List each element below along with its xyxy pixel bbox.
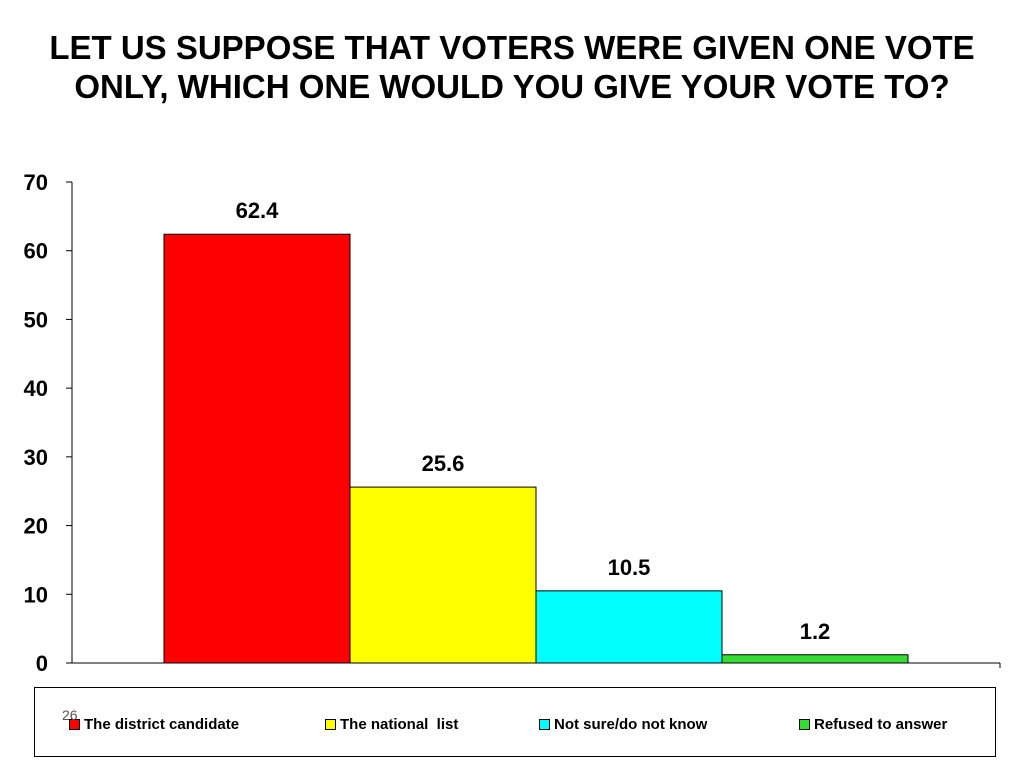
y-tick-label: 70 <box>24 170 48 195</box>
legend-item-4: Refused to answer <box>799 716 947 733</box>
y-axis: 0 10 20 30 40 50 60 70 <box>24 170 1001 676</box>
legend-swatch <box>325 719 336 730</box>
bar-4 <box>721 654 909 664</box>
y-tick-label: 50 <box>24 307 48 332</box>
data-label-2: 25.6 <box>422 451 465 476</box>
data-label-3: 10.5 <box>608 555 651 580</box>
y-tick-label: 60 <box>24 239 48 264</box>
legend: The district candidate The national list N… <box>34 687 996 757</box>
legend-item-2: The national list <box>325 716 458 733</box>
legend-label: The national list <box>340 716 459 733</box>
data-label-4: 1.2 <box>800 619 831 644</box>
bar-2 <box>349 486 537 664</box>
y-tick-label: 0 <box>36 651 48 676</box>
data-labels: 62.4 25.6 10.5 1.2 <box>236 198 831 644</box>
legend-swatch <box>69 719 80 730</box>
legend-item-3: Not sure/do not know <box>539 716 707 733</box>
legend-swatch <box>539 719 550 730</box>
bar-1 <box>163 233 351 664</box>
bar-chart: 0 10 20 30 40 50 60 70 62.4 25.6 10.5 1.2 <box>24 170 1001 676</box>
legend-label: The district candidate <box>84 716 240 733</box>
bars <box>163 233 909 664</box>
y-tick-label: 20 <box>24 514 48 539</box>
y-tick-label: 10 <box>24 582 48 607</box>
legend-label: Refused to answer <box>814 716 948 733</box>
legend-swatch <box>799 719 810 730</box>
y-tick-label: 30 <box>24 445 48 470</box>
y-tick-label: 40 <box>24 376 48 401</box>
legend-label: Not sure/do not know <box>554 716 708 733</box>
page-number: 26 <box>62 707 78 723</box>
legend-item-1: The district candidate <box>69 716 239 733</box>
bar-3 <box>535 590 723 664</box>
chart-title: LET US SUPPOSE THAT VOTERS WERE GIVEN ON… <box>49 29 975 105</box>
data-label-1: 62.4 <box>236 198 280 223</box>
